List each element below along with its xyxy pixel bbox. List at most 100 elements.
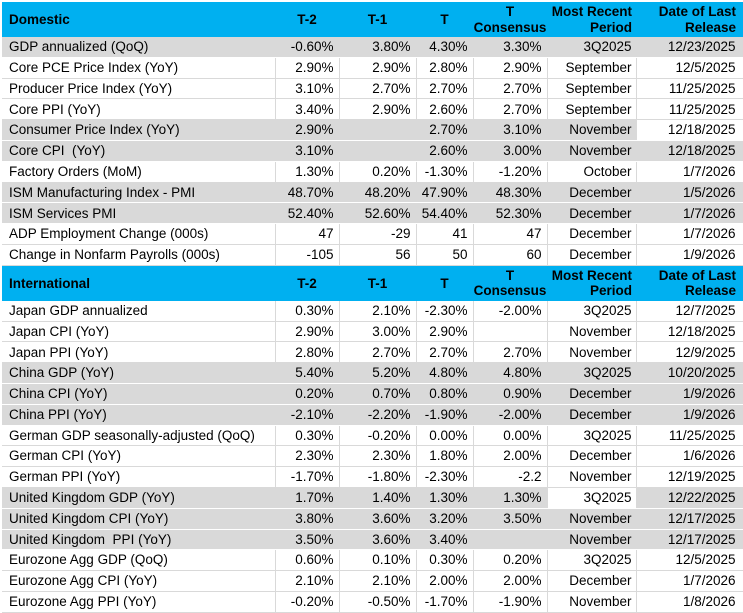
cell-t2[interactable]: 47 xyxy=(275,223,340,245)
row-label[interactable]: United Kingdom GDP (YoY) xyxy=(2,487,276,509)
cell-t1[interactable]: 3.00% xyxy=(339,321,417,343)
cell-t[interactable]: 2.60% xyxy=(416,140,474,162)
cell-date[interactable]: 1/6/2026 xyxy=(636,445,743,468)
cell-t[interactable]: 3.40% xyxy=(416,529,474,551)
cell-t2[interactable]: -0.60% xyxy=(275,37,340,58)
cell-period[interactable]: 3Q2025 xyxy=(547,37,637,58)
cell-period[interactable]: 3Q2025 xyxy=(547,425,637,447)
cell-period[interactable]: November xyxy=(547,591,637,613)
cell-consensus[interactable]: -2.00% xyxy=(473,300,548,322)
row-label[interactable]: German PPI (YoY) xyxy=(2,466,276,488)
cell-t1[interactable]: 3.60% xyxy=(339,508,417,530)
cell-period[interactable]: November xyxy=(547,466,637,488)
cell-t2[interactable]: 3.40% xyxy=(275,98,340,121)
cell-t[interactable]: 4.80% xyxy=(416,362,474,384)
row-label[interactable]: Japan CPI (YoY) xyxy=(2,321,276,343)
cell-t[interactable]: 4.30% xyxy=(416,37,474,58)
cell-t2[interactable]: 1.70% xyxy=(275,487,340,509)
cell-t1[interactable]: -1.80% xyxy=(339,466,417,488)
cell-date[interactable]: 12/17/2025 xyxy=(636,508,743,530)
cell-t[interactable]: 54.40% xyxy=(416,202,474,225)
cell-period[interactable]: December xyxy=(547,383,637,405)
cell-date[interactable]: 1/9/2026 xyxy=(636,383,743,405)
cell-date[interactable]: 12/22/2025 xyxy=(636,487,743,509)
cell-consensus[interactable]: 2.00% xyxy=(473,570,548,592)
cell-period[interactable]: November xyxy=(547,508,637,530)
column-header-t2[interactable]: T-2 xyxy=(275,2,339,37)
cell-t2[interactable]: -0.20% xyxy=(275,591,340,613)
cell-t1[interactable]: -0.20% xyxy=(339,425,417,447)
row-label[interactable]: Producer Price Index (YoY) xyxy=(2,78,276,100)
cell-date[interactable]: 12/5/2025 xyxy=(636,57,743,79)
cell-period[interactable]: December xyxy=(547,244,637,266)
row-label[interactable]: Core CPI (YoY) xyxy=(2,140,276,162)
cell-date[interactable]: 1/9/2026 xyxy=(636,404,743,426)
row-label[interactable]: Japan PPI (YoY) xyxy=(2,341,276,364)
column-header-t1[interactable]: T-1 xyxy=(339,2,416,37)
cell-t1[interactable]: 5.20% xyxy=(339,362,417,384)
cell-date[interactable]: 12/19/2025 xyxy=(636,466,743,488)
cell-t[interactable]: 2.80% xyxy=(416,57,474,79)
cell-t1[interactable]: 2.70% xyxy=(339,78,417,100)
row-label[interactable]: Eurozone Agg CPI (YoY) xyxy=(2,570,276,592)
cell-t2[interactable]: 5.40% xyxy=(275,362,340,384)
cell-t2[interactable]: 0.20% xyxy=(275,383,340,405)
column-header-consensus[interactable]: T Consensus xyxy=(473,2,547,37)
row-label[interactable]: German CPI (YoY) xyxy=(2,445,276,468)
cell-consensus[interactable]: 0.00% xyxy=(473,425,548,447)
cell-period[interactable]: September xyxy=(547,78,637,100)
cell-t[interactable]: -1.30% xyxy=(416,161,474,183)
cell-t2[interactable]: 3.10% xyxy=(275,140,340,162)
cell-t1[interactable]: -29 xyxy=(339,223,417,245)
cell-t1[interactable]: 3.80% xyxy=(339,37,417,58)
row-label[interactable]: Japan GDP annualized xyxy=(2,300,276,322)
row-label[interactable]: ADP Employment Change (000s) xyxy=(2,223,276,245)
cell-date[interactable]: 12/23/2025 xyxy=(636,37,743,58)
cell-t2[interactable]: 2.90% xyxy=(275,321,340,343)
cell-consensus[interactable]: 52.30% xyxy=(473,202,548,225)
cell-t2[interactable]: 1.30% xyxy=(275,161,340,183)
cell-t2[interactable]: 3.50% xyxy=(275,529,340,551)
cell-period[interactable]: November xyxy=(547,341,637,364)
cell-t[interactable]: 2.70% xyxy=(416,78,474,100)
cell-t[interactable]: 47.90% xyxy=(416,182,474,204)
row-label[interactable]: German GDP seasonally-adjusted (QoQ) xyxy=(2,425,276,447)
row-label[interactable]: Core PCE Price Index (YoY) xyxy=(2,57,276,79)
cell-consensus[interactable] xyxy=(473,529,548,551)
cell-period[interactable]: September xyxy=(547,98,637,121)
column-header-t1[interactable]: T-1 xyxy=(339,265,416,301)
cell-t1[interactable]: -0.50% xyxy=(339,591,417,613)
cell-date[interactable]: 1/9/2026 xyxy=(636,244,743,266)
cell-t1[interactable]: 2.70% xyxy=(339,341,417,364)
cell-t1[interactable]: 2.10% xyxy=(339,570,417,592)
cell-t[interactable]: 41 xyxy=(416,223,474,245)
cell-t2[interactable]: -1.70% xyxy=(275,466,340,488)
cell-t2[interactable]: 2.90% xyxy=(275,119,340,141)
cell-date[interactable]: 1/8/2026 xyxy=(636,591,743,613)
cell-t[interactable]: 50 xyxy=(416,244,474,266)
row-label[interactable]: China CPI (YoY) xyxy=(2,383,276,405)
cell-t1[interactable]: 2.90% xyxy=(339,57,417,79)
row-label[interactable]: China GDP (YoY) xyxy=(2,362,276,384)
cell-consensus[interactable]: 3.50% xyxy=(473,508,548,530)
cell-consensus[interactable]: 48.30% xyxy=(473,182,548,204)
row-label[interactable]: United Kingdom PPI (YoY) xyxy=(2,529,276,551)
cell-consensus[interactable]: -1.20% xyxy=(473,161,548,183)
cell-t1[interactable]: 2.30% xyxy=(339,445,417,468)
cell-t2[interactable]: 0.60% xyxy=(275,549,340,572)
column-header-period[interactable]: Most Recent Period xyxy=(547,265,636,301)
cell-period[interactable]: September xyxy=(547,57,637,79)
cell-t1[interactable]: 0.70% xyxy=(339,383,417,405)
cell-consensus[interactable]: -1.90% xyxy=(473,591,548,613)
cell-t1[interactable]: 56 xyxy=(339,244,417,266)
cell-t1[interactable]: 0.10% xyxy=(339,549,417,572)
cell-t[interactable]: 2.70% xyxy=(416,341,474,364)
row-label[interactable]: Eurozone Agg GDP (QoQ) xyxy=(2,549,276,572)
cell-t1[interactable]: 3.60% xyxy=(339,529,417,551)
cell-t[interactable]: 0.00% xyxy=(416,425,474,447)
cell-period[interactable]: 3Q2025 xyxy=(547,487,637,509)
cell-t2[interactable]: 2.90% xyxy=(275,57,340,79)
cell-t2[interactable]: 3.10% xyxy=(275,78,340,100)
cell-period[interactable]: December xyxy=(547,570,637,592)
cell-t2[interactable]: 52.40% xyxy=(275,202,340,225)
